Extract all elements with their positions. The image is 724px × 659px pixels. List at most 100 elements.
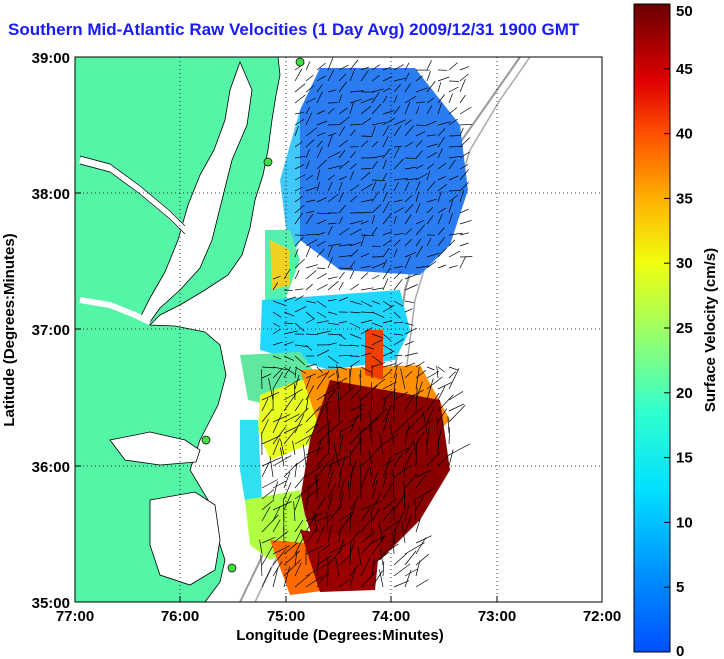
velocity-arrow	[294, 212, 304, 225]
velocity-arrow	[324, 393, 329, 412]
velocity-arrow	[305, 576, 322, 588]
velocity-arrow	[294, 484, 315, 500]
velocity-arrow	[349, 124, 361, 126]
velocity-arrow	[437, 264, 447, 269]
x-tick-label: 75:00	[267, 608, 305, 625]
velocity-arrow	[404, 362, 416, 368]
velocity-arrow	[305, 239, 318, 247]
velocity-arrow	[459, 137, 471, 148]
velocity-arrow	[370, 395, 373, 412]
velocity-arrow	[269, 456, 274, 478]
velocity-arrow	[360, 211, 372, 214]
x-tick-label: 72:00	[583, 608, 621, 625]
velocity-arrow	[283, 550, 301, 566]
velocity-arrow	[393, 216, 397, 225]
velocity-arrow	[294, 306, 307, 313]
velocity-arrow	[316, 240, 326, 247]
velocity-arrow	[327, 89, 337, 93]
velocity-arrow	[415, 442, 418, 467]
colorbar-tick-label: 30	[676, 255, 693, 272]
velocity-arrow	[305, 512, 318, 533]
velocity-arrow	[437, 207, 447, 214]
velocity-arrow	[280, 447, 285, 467]
velocity-arrow	[316, 159, 327, 170]
velocity-arrow	[404, 394, 415, 412]
velocity-arrow	[360, 69, 369, 82]
velocity-arrow	[459, 66, 470, 71]
velocity-arrow	[404, 505, 410, 522]
velocity-arrow	[272, 413, 283, 434]
velocity-arrow	[371, 333, 384, 339]
velocity-arrow	[415, 75, 423, 82]
velocity-arrow	[283, 289, 293, 291]
velocity-arrow	[404, 422, 416, 434]
velocity-arrow	[371, 179, 386, 181]
velocity-arrow	[393, 338, 405, 346]
velocity-arrow	[347, 481, 351, 500]
velocity-arrow	[349, 98, 362, 104]
velocity-arrow	[393, 64, 404, 71]
velocity-arrow	[305, 186, 318, 192]
velocity-arrow	[360, 519, 371, 533]
velocity-arrow	[404, 119, 412, 126]
velocity-arrow	[283, 559, 302, 577]
velocity-arrow	[349, 129, 356, 137]
velocity-arrow	[368, 449, 373, 467]
velocity-arrow	[338, 94, 343, 104]
velocity-arrow	[371, 408, 388, 423]
velocity-arrow	[393, 362, 403, 368]
velocity-arrow	[404, 72, 410, 82]
velocity-arrow	[327, 542, 350, 555]
velocity-arrow	[437, 453, 451, 467]
velocity-arrow	[371, 492, 382, 511]
velocity-arrow	[404, 178, 418, 181]
velocity-arrow	[448, 449, 454, 467]
x-axis-label: Longitude (Degrees:Minutes)	[236, 627, 444, 644]
velocity-arrow	[335, 556, 340, 577]
velocity-arrow	[415, 387, 418, 412]
velocity-arrow	[371, 508, 380, 522]
velocity-arrow	[426, 261, 437, 269]
velocity-arrow	[349, 101, 354, 115]
velocity-arrow	[459, 189, 465, 203]
velocity-arrow	[349, 389, 362, 401]
velocity-arrow	[294, 562, 302, 577]
velocity-arrow	[448, 368, 460, 390]
velocity-arrow	[448, 199, 454, 214]
velocity-arrow	[393, 464, 413, 478]
velocity-arrow	[404, 473, 418, 489]
velocity-arrow	[448, 194, 459, 203]
velocity-arrow	[272, 481, 279, 500]
velocity-arrow	[294, 366, 297, 379]
velocity-arrow	[404, 62, 410, 71]
velocity-arrow	[426, 143, 438, 148]
velocity-arrow	[400, 368, 406, 390]
velocity-arrow	[327, 222, 337, 225]
velocity-arrow	[404, 327, 418, 335]
velocity-arrow	[338, 391, 340, 412]
velocity-arrow	[283, 355, 295, 361]
velocity-arrow	[261, 567, 272, 588]
velocity-arrow	[393, 494, 406, 511]
velocity-arrow	[349, 564, 359, 577]
velocity-arrow	[382, 212, 393, 225]
velocity-arrow	[404, 352, 418, 357]
velocity-arrow	[382, 278, 389, 291]
velocity-arrow	[327, 107, 335, 115]
velocity-arrow	[316, 388, 335, 401]
velocity-arrow	[327, 151, 341, 159]
velocity-arrow	[294, 344, 309, 347]
velocity-arrow	[327, 355, 339, 364]
velocity-arrow	[393, 181, 399, 192]
velocity-arrow	[404, 101, 411, 115]
velocity-arrow	[305, 464, 324, 478]
velocity-arrow	[393, 105, 401, 115]
velocity-arrow	[459, 127, 464, 137]
velocity-arrow	[261, 373, 272, 379]
velocity-arrow	[349, 241, 362, 247]
velocity-arrow	[360, 467, 369, 489]
velocity-arrow	[294, 164, 305, 170]
velocity-arrow	[448, 239, 456, 247]
velocity-arrow	[338, 528, 341, 544]
velocity-arrow	[305, 333, 319, 336]
